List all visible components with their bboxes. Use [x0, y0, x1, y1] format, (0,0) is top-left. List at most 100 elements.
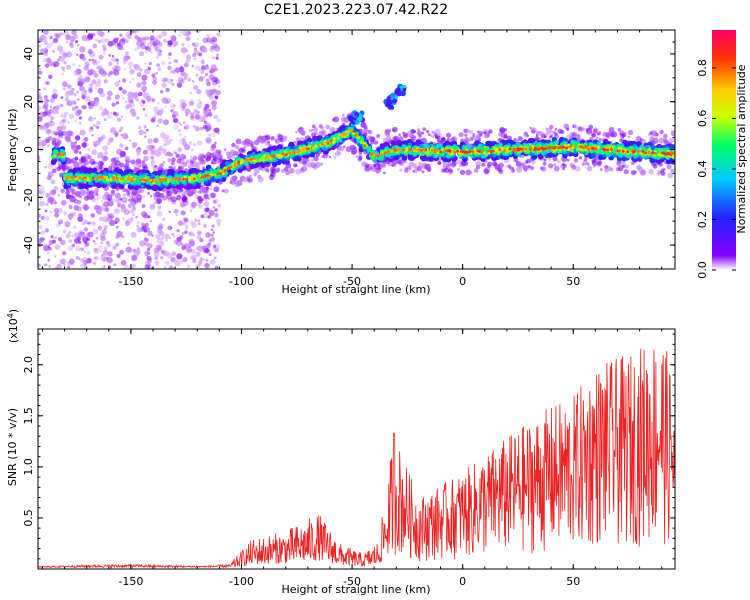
- heatmap-cell: [136, 224, 139, 228]
- heatmap-cell: [139, 43, 147, 50]
- heatmap-cell: [138, 125, 142, 129]
- heatmap-cell: [659, 170, 663, 174]
- heatmap-cell: [358, 156, 363, 161]
- heatmap-cell: [575, 166, 581, 172]
- heatmap-cell: [469, 136, 474, 141]
- heatmap-cell: [132, 205, 135, 208]
- heatmap-cell: [190, 114, 195, 119]
- heatmap-cell: [84, 245, 87, 249]
- heatmap-cell: [620, 133, 625, 139]
- heatmap-cell: [58, 55, 65, 62]
- heatmap-cell: [206, 122, 211, 128]
- heatmap-cell: [231, 142, 236, 148]
- heatmap-cell: [144, 261, 149, 265]
- heatmap-cell: [122, 217, 125, 220]
- heatmap-cell: [557, 128, 563, 134]
- heatmap-cell: [204, 199, 208, 203]
- heatmap-cell: [66, 84, 71, 88]
- heatmap-cell: [150, 155, 155, 160]
- heatmap-cell: [88, 127, 94, 133]
- heatmap-cell: [45, 202, 49, 206]
- heatmap-cell: [213, 200, 217, 204]
- heatmap-cell: [188, 240, 195, 247]
- heatmap-cell: [205, 79, 211, 85]
- heatmap-cell: [154, 39, 161, 46]
- heatmap-cell: [62, 230, 67, 234]
- heatmap-cell: [208, 242, 212, 246]
- heatmap-cell: [450, 162, 457, 168]
- heatmap-cell: [145, 36, 150, 41]
- heatmap-cell: [152, 106, 159, 112]
- heatmap-cell: [87, 231, 94, 238]
- heatmap-cell: [390, 140, 397, 146]
- heatmap-cell: [208, 239, 212, 243]
- heatmap-cell: [46, 57, 52, 63]
- heatmap-cell: [416, 166, 423, 172]
- heatmap-cell: [464, 133, 468, 137]
- heatmap-cell: [77, 98, 80, 101]
- heatmap-cell: [83, 227, 89, 232]
- heatmap-cell: [180, 210, 186, 216]
- heatmap-cell: [566, 158, 570, 162]
- heatmap-cell: [147, 243, 153, 249]
- heatmap-cell: [183, 73, 189, 78]
- heatmap-cell: [652, 164, 658, 169]
- heatmap-cell: [168, 236, 171, 239]
- heatmap-cell: [59, 258, 66, 265]
- heatmap-cell: [91, 222, 97, 227]
- heatmap-cell: [109, 70, 114, 75]
- heatmap-cell: [211, 105, 217, 111]
- heatmap-cell: [49, 105, 53, 109]
- heatmap-cell: [211, 143, 216, 149]
- heatmap-cell: [87, 33, 94, 40]
- heatmap-cell: [161, 82, 167, 89]
- heatmap-cell: [421, 131, 425, 135]
- heatmap-cell: [464, 128, 470, 134]
- heatmap-cell: [103, 246, 108, 251]
- heatmap-cell: [69, 140, 72, 143]
- heatmap-cell: [434, 128, 441, 136]
- heatmap-cell: [121, 196, 128, 204]
- heatmap-cell: [82, 138, 87, 144]
- heatmap-cell: [271, 168, 277, 174]
- heatmap-cell: [131, 142, 135, 145]
- heatmap-cell: [172, 40, 179, 47]
- heatmap-cell: [126, 159, 131, 164]
- heatmap-cell: [89, 83, 94, 87]
- heatmap-cell: [54, 266, 58, 269]
- heatmap-cell: [604, 168, 609, 173]
- heatmap-cell: [197, 196, 203, 202]
- heatmap-cell: [523, 133, 527, 138]
- heatmap-cell: [68, 113, 75, 120]
- heatmap-cell: [224, 148, 227, 151]
- heatmap-cell: [549, 124, 554, 130]
- heatmap-cell: [161, 60, 166, 65]
- heatmap-cell: [430, 134, 435, 139]
- heatmap-cell: [150, 150, 155, 155]
- heatmap-cell: [43, 31, 47, 35]
- heatmap-cell: [88, 86, 93, 91]
- heatmap-cell: [203, 67, 206, 70]
- heatmap-cell: [213, 114, 218, 119]
- heatmap-cell: [83, 219, 88, 225]
- heatmap-cell: [176, 253, 183, 260]
- heatmap-cell: [195, 251, 201, 257]
- heatmap-cell: [187, 44, 191, 47]
- heatmap-cell: [180, 78, 186, 84]
- heatmap-cell: [47, 259, 50, 262]
- heatmap-cell: [534, 136, 540, 142]
- heatmap-cell: [141, 225, 147, 231]
- heatmap-cell: [61, 66, 65, 71]
- heatmap-cell: [123, 68, 127, 71]
- heatmap-cell: [179, 31, 182, 34]
- heatmap-cell: [66, 130, 73, 137]
- heatmap-cell: [198, 116, 205, 122]
- heatmap-cell: [203, 75, 206, 78]
- heatmap-cell: [49, 120, 56, 127]
- heatmap-cell: [451, 136, 458, 143]
- heatmap-cell: [65, 40, 69, 44]
- heatmap-cell: [178, 158, 185, 165]
- heatmap-cell: [82, 57, 87, 61]
- heatmap-cell: [38, 225, 43, 229]
- heatmap-cell: [129, 80, 132, 84]
